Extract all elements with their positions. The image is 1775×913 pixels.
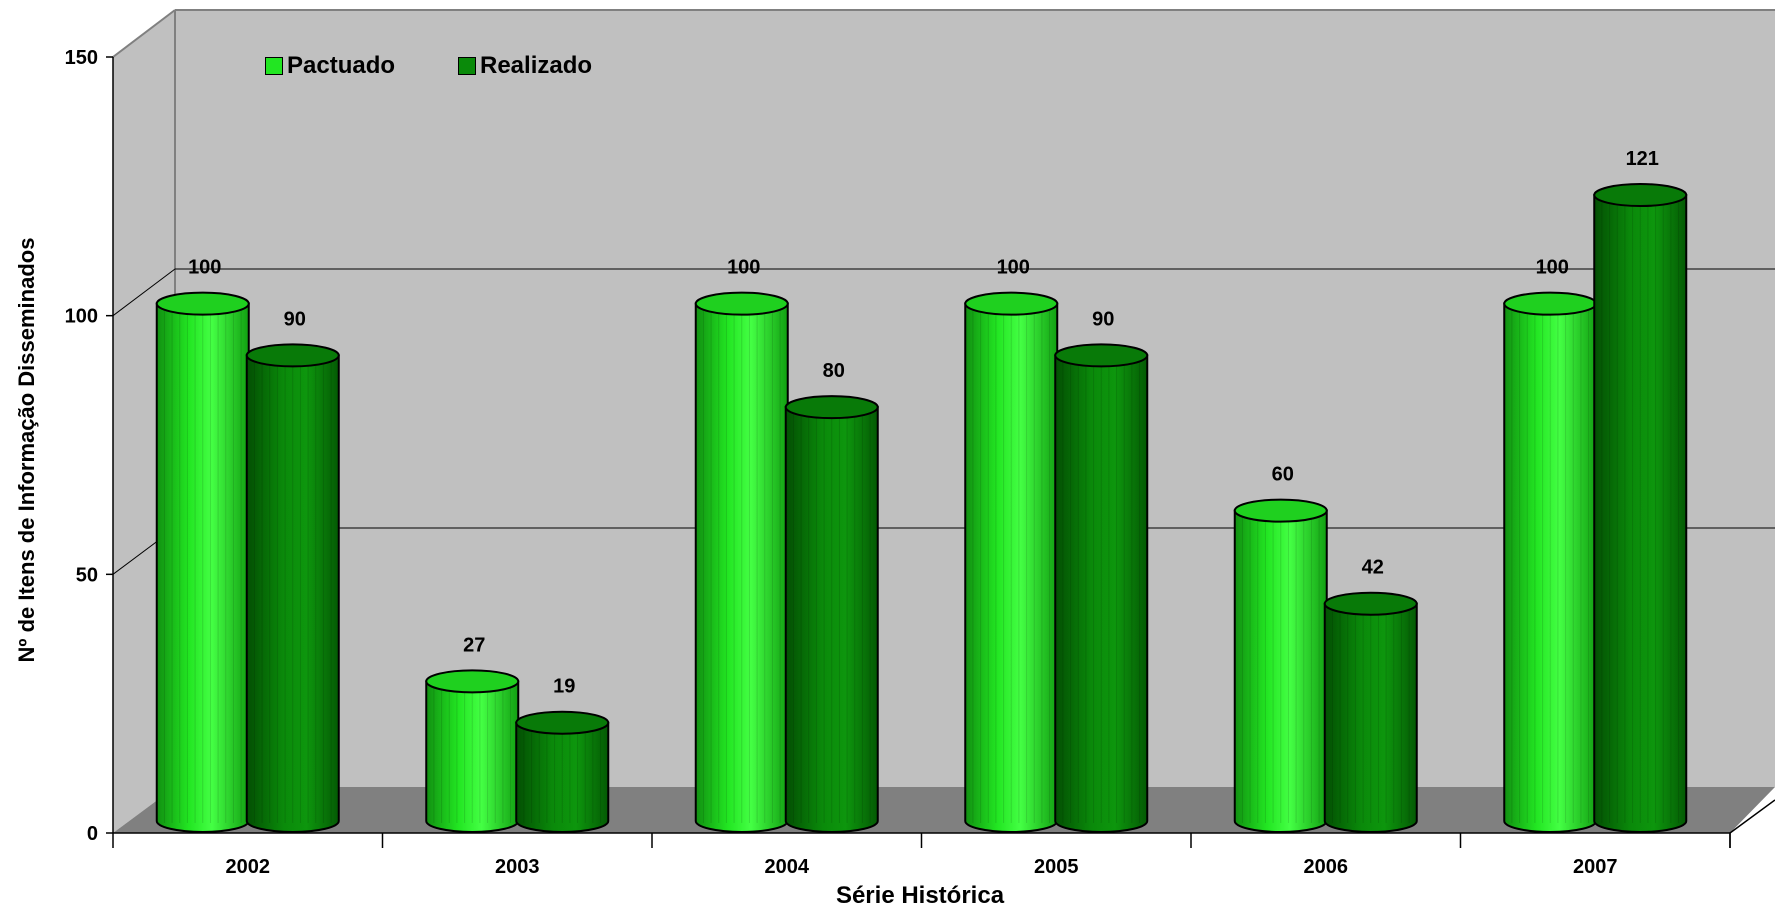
grid-line-side (112, 268, 176, 317)
bar-realizado-2005: 90 (1054, 308, 1149, 833)
x-axis: 2002 2003 2004 2005 2006 2007 (112, 833, 1731, 878)
bar-realizado-2006: 42 (1323, 557, 1418, 833)
bar-top (1593, 183, 1688, 208)
data-label: 100 (1536, 257, 1569, 279)
y-tick-label: 50 (76, 564, 98, 586)
bars: 100 90 27 19 100 80 100 90 60 42 100 121 (155, 148, 1688, 833)
bar-top (155, 291, 250, 316)
bar-realizado-2004: 80 (784, 360, 879, 833)
bar-top (515, 710, 610, 735)
x-tick-label: 2002 (226, 856, 271, 878)
legend-label-pactuado: Pactuado (287, 52, 396, 79)
bar-realizado-2002: 90 (245, 308, 340, 833)
bar-body (245, 354, 340, 833)
legend-item-pactuado: Pactuado (265, 52, 395, 80)
bar-pactuado-2004: 100 (694, 257, 789, 833)
bar-pactuado-2006: 60 (1233, 464, 1328, 833)
bar-body (1593, 194, 1688, 833)
bar-top (784, 395, 879, 420)
bar-realizado-2003: 19 (515, 676, 610, 833)
y-tick-label: 100 (65, 306, 98, 328)
legend-swatch-pactuado (265, 57, 283, 75)
bar-pactuado-2003: 27 (425, 634, 520, 833)
y-tick-label: 0 (87, 823, 98, 845)
x-tick-label: 2006 (1304, 856, 1349, 878)
data-label: 100 (188, 257, 221, 279)
data-label: 100 (727, 257, 760, 279)
y-tick-label: 150 (65, 47, 98, 69)
bar-top (245, 343, 340, 368)
data-label: 42 (1362, 557, 1384, 579)
x-tick-label: 2007 (1573, 856, 1618, 878)
data-label: 60 (1272, 464, 1294, 486)
bar-body (1054, 354, 1149, 833)
x-tick-label: 2004 (765, 856, 810, 878)
y-axis-title: Nº de Itens de Informação Disseminados (14, 237, 39, 663)
legend-item-realizado: Realizado (458, 52, 592, 80)
x-tick-label: 2003 (495, 856, 540, 878)
bar-top (964, 291, 1059, 316)
data-label: 100 (997, 257, 1030, 279)
bar-realizado-2007: 121 (1593, 148, 1688, 833)
bar-top (1054, 343, 1149, 368)
bar-top (425, 669, 520, 694)
bar-top (694, 291, 789, 316)
x-axis-title: Série Histórica (835, 882, 1005, 909)
bar-top (1323, 591, 1418, 616)
data-label: 90 (1092, 308, 1114, 330)
data-label: 19 (553, 676, 575, 698)
bar-pactuado-2007: 100 (1503, 257, 1598, 833)
bar-body (515, 721, 610, 833)
x-tick-label: 2005 (1034, 856, 1079, 878)
bar-pactuado-2002: 100 (155, 257, 250, 833)
data-label: 90 (284, 308, 306, 330)
legend-swatch-realizado (458, 57, 476, 75)
bar-pactuado-2005: 100 (964, 257, 1059, 833)
y-axis: 0 50 100 150 (65, 47, 113, 845)
data-label: 27 (463, 634, 485, 656)
data-label: 121 (1626, 148, 1659, 170)
data-label: 80 (823, 360, 845, 382)
bar-top (1503, 291, 1598, 316)
legend-label-realizado: Realizado (480, 52, 593, 79)
bar-top (1233, 498, 1328, 523)
bar-body (784, 406, 879, 833)
bar-body (1323, 602, 1418, 833)
